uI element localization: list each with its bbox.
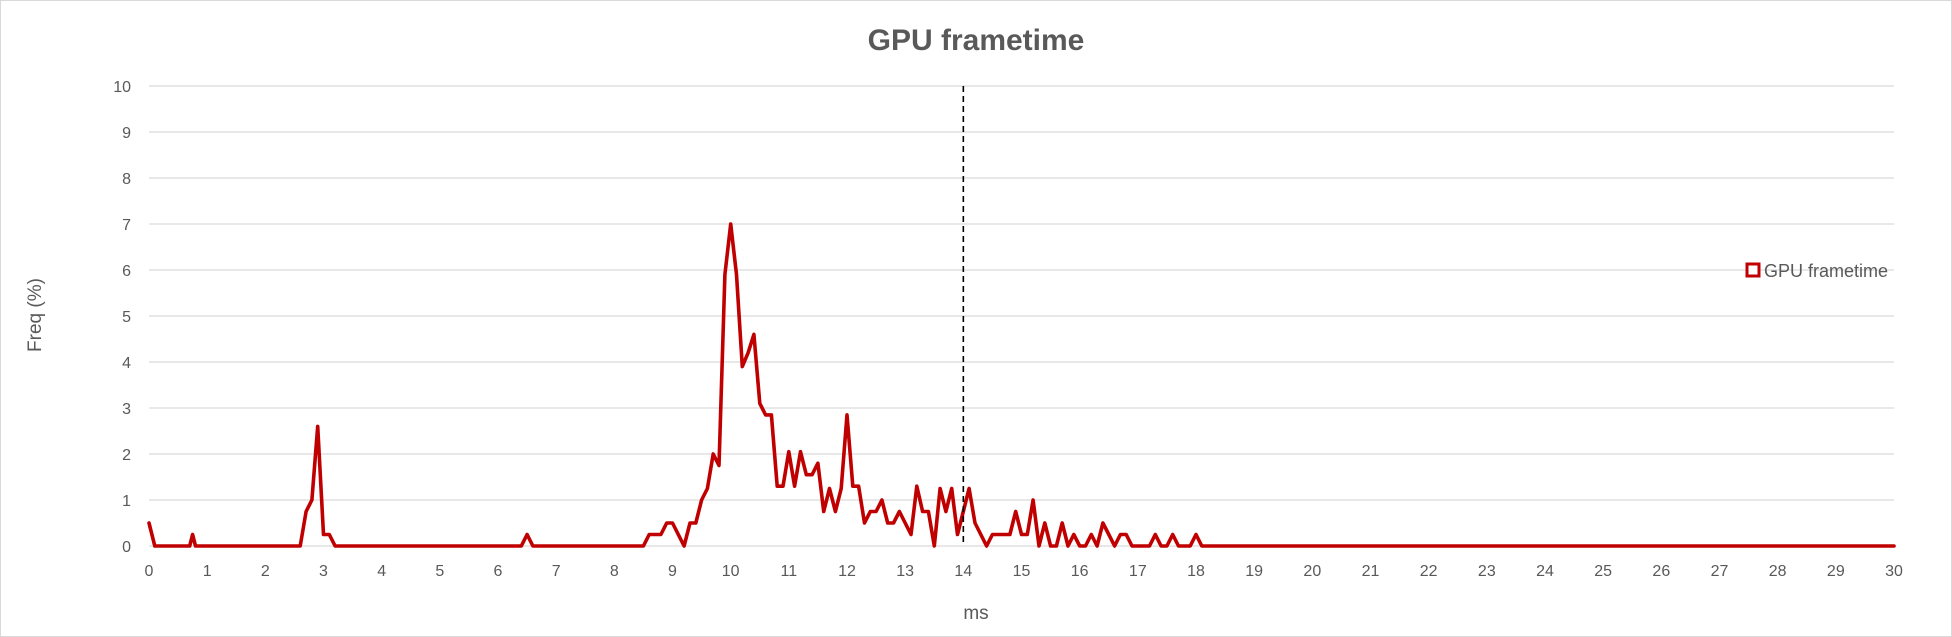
x-tick-label: 8 bbox=[610, 563, 619, 580]
y-tick-label: 0 bbox=[122, 539, 131, 556]
series-line bbox=[147, 222, 1896, 548]
x-tick-labels: 0 1 2 3 4 5 6 7 8 9 10 11 12 13 14 15 16 17 18 19 20 21 22 23 24… bbox=[145, 563, 1903, 580]
x-tick-label: 16 bbox=[1071, 563, 1089, 580]
legend-label: GPU frametime bbox=[1764, 261, 1888, 281]
x-tick-label: 28 bbox=[1769, 563, 1787, 580]
x-tick-label: 25 bbox=[1594, 563, 1612, 580]
x-tick-label: 19 bbox=[1245, 563, 1263, 580]
x-tick-label: 22 bbox=[1420, 563, 1438, 580]
y-tick-label: 6 bbox=[122, 263, 131, 280]
x-tick-label: 30 bbox=[1885, 563, 1903, 580]
y-axis-label: Freq (%) bbox=[25, 278, 46, 352]
y-tick-label: 5 bbox=[122, 309, 131, 326]
gridlines bbox=[149, 85, 1894, 547]
y-tick-label: 9 bbox=[122, 125, 131, 142]
x-tick-label: 24 bbox=[1536, 563, 1554, 580]
x-tick-label: 29 bbox=[1827, 563, 1845, 580]
x-tick-label: 17 bbox=[1129, 563, 1147, 580]
x-tick-label: 13 bbox=[896, 563, 914, 580]
x-tick-label: 2 bbox=[261, 563, 270, 580]
x-tick-label: 20 bbox=[1303, 563, 1321, 580]
y-tick-label: 10 bbox=[113, 79, 131, 96]
series-layer bbox=[147, 222, 1896, 548]
x-tick-label: 15 bbox=[1013, 563, 1031, 580]
chart-title: GPU frametime bbox=[868, 24, 1085, 57]
x-tick-label: 5 bbox=[435, 563, 444, 580]
legend: GPU frametime bbox=[1745, 261, 1888, 281]
x-tick-label: 21 bbox=[1362, 563, 1380, 580]
x-tick-label: 3 bbox=[319, 563, 328, 580]
x-tick-label: 4 bbox=[377, 563, 386, 580]
x-tick-label: 0 bbox=[145, 563, 154, 580]
x-tick-label: 18 bbox=[1187, 563, 1205, 580]
y-tick-label: 1 bbox=[122, 493, 131, 510]
y-tick-labels: 0 1 2 3 4 5 6 7 8 9 10 bbox=[113, 79, 131, 556]
x-tick-label: 23 bbox=[1478, 563, 1496, 580]
legend-marker-icon bbox=[1745, 262, 1761, 278]
x-tick-label: 7 bbox=[552, 563, 561, 580]
x-tick-label: 9 bbox=[668, 563, 677, 580]
x-tick-label: 26 bbox=[1652, 563, 1670, 580]
x-tick-label: 11 bbox=[781, 563, 798, 580]
y-tick-label: 2 bbox=[122, 447, 131, 464]
y-tick-label: 8 bbox=[122, 171, 131, 188]
y-tick-label: 3 bbox=[122, 401, 131, 418]
y-tick-label: 4 bbox=[122, 355, 131, 372]
x-tick-label: 6 bbox=[494, 563, 503, 580]
x-tick-label: 12 bbox=[838, 563, 856, 580]
x-axis-label: ms bbox=[963, 603, 988, 624]
x-tick-label: 27 bbox=[1711, 563, 1729, 580]
y-tick-label: 7 bbox=[122, 217, 131, 234]
x-tick-label: 10 bbox=[722, 563, 740, 580]
x-tick-label: 1 bbox=[203, 563, 212, 580]
x-tick-label: 14 bbox=[954, 563, 972, 580]
